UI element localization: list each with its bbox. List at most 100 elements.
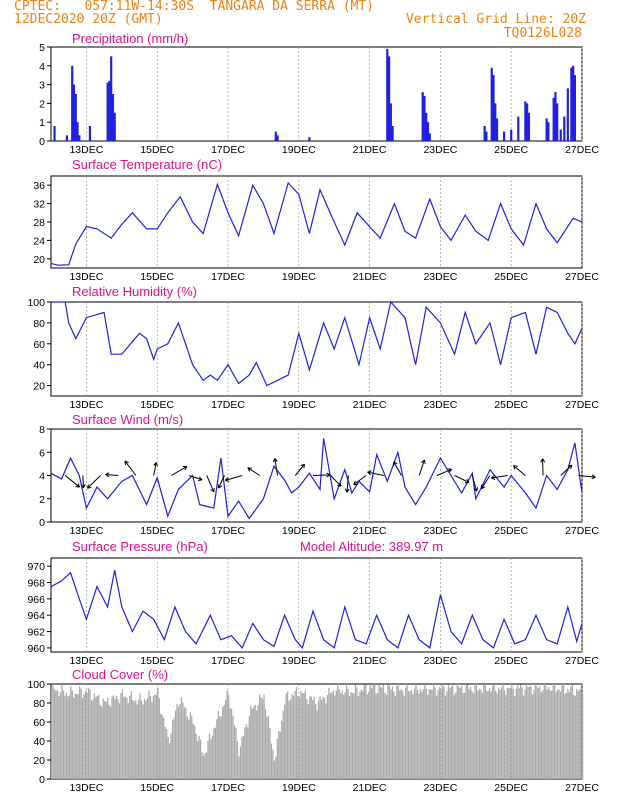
cloud-bar [523, 695, 525, 779]
cloud-bar [576, 689, 578, 779]
cloud-bar [484, 684, 486, 779]
x-tick-label: 21DEC [353, 525, 387, 537]
wind-arrow [454, 475, 470, 483]
x-tick-label: 21DEC [353, 144, 387, 156]
wind-arrow [578, 475, 596, 478]
cloud-bar [363, 684, 365, 779]
series-line [50, 438, 583, 520]
cloud-bar [298, 697, 301, 779]
cloud-bar [464, 693, 466, 779]
cloud-bar [477, 690, 479, 779]
panel-title: Cloud Cover (%) [72, 667, 168, 682]
cloud-bar [173, 717, 175, 779]
cloud-bar [325, 703, 327, 779]
cloud-bar [197, 741, 199, 779]
y-tick-label: 28 [33, 217, 45, 229]
cloud-bar [140, 700, 143, 779]
cloud-bar [558, 689, 560, 779]
wind-arrow-head [540, 458, 546, 463]
cloud-bar [335, 690, 337, 779]
cloud-bar [391, 686, 393, 779]
cloud-bar [170, 733, 172, 779]
series-line [51, 300, 583, 387]
cloud-bar [549, 690, 551, 779]
cloud-bar [160, 713, 162, 779]
x-tick-label: 13DEC [69, 525, 103, 537]
cloud-bar [500, 687, 503, 779]
cloud-bar [320, 699, 323, 779]
cloud-bar [61, 684, 63, 779]
cloud-bar [440, 689, 442, 779]
cloud-bar [533, 689, 535, 779]
cloud-bar [388, 685, 391, 779]
cloud-bar [258, 694, 261, 779]
cloud-bar [313, 697, 315, 779]
x-tick-label: 19DEC [282, 399, 316, 411]
cloud-bar [530, 686, 532, 779]
cloud-bar [424, 684, 426, 779]
cloud-bar [385, 694, 388, 779]
cloud-bar [443, 686, 445, 779]
cloud-bar [303, 693, 305, 779]
x-tick-label: 27DEC [565, 782, 599, 794]
cloud-bar [114, 699, 116, 779]
x-tick-label: 13DEC [69, 655, 103, 667]
precip-bar [387, 56, 391, 141]
cloud-bar [275, 756, 277, 779]
cloud-bar [112, 695, 115, 779]
y-tick-label: 4 [39, 471, 45, 483]
cloud-bar [565, 692, 568, 779]
cloud-bar [571, 684, 573, 779]
cloud-bar [211, 735, 214, 779]
precip-bar [423, 95, 426, 141]
cloud-bar [115, 695, 118, 779]
x-tick-label: 25DEC [494, 271, 528, 283]
cloud-bar [132, 699, 134, 779]
x-tick-label: 17DEC [211, 271, 245, 283]
cloud-bar [329, 693, 332, 779]
cloud-bar [518, 688, 520, 779]
cloud-bar [492, 685, 494, 779]
cloud-bar [101, 706, 103, 779]
cloud-bar [494, 690, 497, 779]
y-tick-label: 80 [33, 698, 45, 710]
cloud-bar [228, 694, 230, 779]
cloud-bar [508, 687, 510, 779]
wind-arrow-head [513, 465, 518, 470]
cloud-bar [235, 727, 237, 779]
wind-arrow [471, 475, 478, 492]
x-tick-label: 23DEC [423, 144, 457, 156]
x-tick-label: 15DEC [140, 525, 174, 537]
cloud-bar [548, 686, 550, 779]
cloud-bar [192, 723, 194, 779]
cloud-bar [219, 716, 221, 779]
precip-bar [526, 103, 529, 141]
cloud-bar [191, 715, 193, 779]
wind-arrow [247, 467, 261, 476]
x-tick-label: 21DEC [353, 655, 387, 667]
cloud-bar [83, 694, 85, 779]
cloud-bar [239, 746, 242, 779]
y-tick-label: 6 [39, 447, 45, 459]
y-tick-label: 0 [39, 517, 45, 529]
cloud-bar [540, 692, 542, 779]
cloud-bar [80, 688, 82, 779]
wind-arrow [330, 475, 342, 487]
cloud-bar [360, 689, 363, 779]
cloud-bar [68, 695, 70, 779]
y-tick-label: 24 [33, 235, 45, 247]
cloud-bar [310, 696, 312, 779]
cloud-bar [270, 743, 273, 779]
cloud-bar [229, 708, 231, 779]
panel-frame [50, 175, 583, 269]
precip-bar [552, 97, 555, 141]
cloud-bar [121, 689, 124, 779]
cloud-bar [118, 703, 121, 779]
cloud-bar [347, 689, 349, 779]
cloud-bar [148, 690, 150, 779]
cloud-bar [233, 725, 236, 779]
cloud-bar [74, 693, 76, 779]
cloud-bar [207, 740, 209, 779]
panel-title: Surface Pressure (hPa) [72, 539, 208, 554]
cloud-bar [552, 684, 554, 779]
